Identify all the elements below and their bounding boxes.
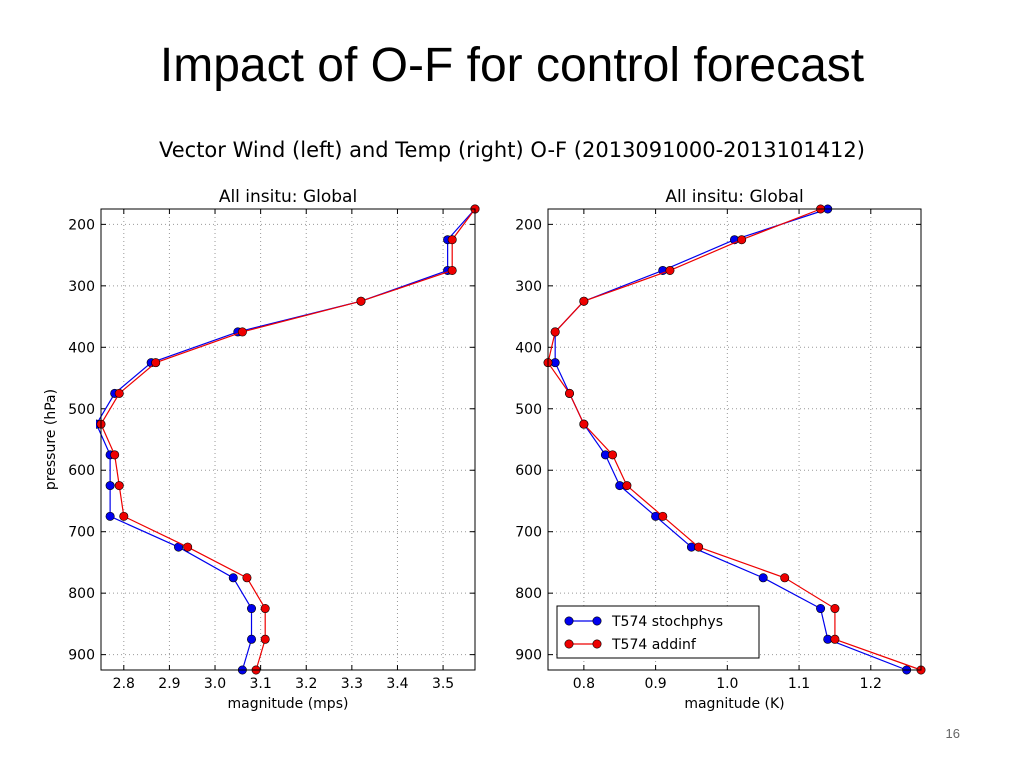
y-tick-label: 400	[68, 340, 95, 356]
data-point	[237, 327, 247, 337]
data-point	[830, 604, 840, 614]
data-point	[105, 481, 115, 491]
data-point	[242, 573, 252, 583]
data-point	[780, 573, 790, 583]
data-point	[260, 604, 270, 614]
data-point	[114, 481, 124, 491]
y-tick-label: 600	[515, 463, 542, 479]
x-axis-label: magnitude (K)	[684, 696, 784, 712]
x-tick-label: 3.0	[204, 676, 226, 692]
data-point	[665, 265, 675, 275]
data-point	[105, 511, 115, 521]
plot-frame	[100, 208, 476, 671]
y-tick-label: 500	[515, 402, 542, 418]
series-line	[547, 208, 922, 671]
plot-frame	[547, 208, 922, 671]
data-point	[447, 265, 457, 275]
y-tick-label: 200	[68, 217, 95, 233]
series-line	[554, 208, 907, 671]
data-point	[119, 511, 129, 521]
y-tick-label: 600	[68, 463, 95, 479]
data-point	[356, 296, 366, 306]
y-tick-label: 200	[515, 217, 542, 233]
data-point	[110, 450, 120, 460]
chart-title: All insitu: Global	[219, 187, 357, 207]
data-point	[228, 573, 238, 583]
series-2	[543, 204, 926, 675]
data-point	[579, 419, 589, 429]
x-tick-label: 3.3	[341, 676, 363, 692]
slide-title: Impact of O-F for control forecast	[159, 39, 865, 92]
legend-label: T574 addinf	[611, 637, 697, 653]
series-line	[100, 208, 476, 671]
x-tick-label: 1.0	[716, 676, 738, 692]
page-number: 16	[945, 726, 960, 741]
data-point	[565, 388, 575, 398]
legend-marker	[592, 639, 602, 649]
data-point	[816, 604, 826, 614]
data-point	[447, 235, 457, 245]
x-tick-label: 1.1	[788, 676, 810, 692]
data-point	[579, 296, 589, 306]
legend-marker	[564, 639, 574, 649]
y-tick-label: 300	[515, 279, 542, 295]
x-tick-label: 0.8	[573, 676, 595, 692]
y-axis-label: pressure (hPa)	[43, 389, 59, 490]
legend-marker	[592, 616, 602, 626]
x-tick-label: 3.4	[386, 676, 408, 692]
data-point	[758, 573, 768, 583]
x-tick-label: 0.9	[644, 676, 666, 692]
data-point	[151, 358, 161, 368]
legend-label: T574 stochphys	[611, 614, 723, 630]
y-tick-label: 900	[68, 648, 95, 664]
x-tick-label: 3.1	[250, 676, 272, 692]
y-tick-label: 400	[515, 340, 542, 356]
x-tick-label: 2.8	[113, 676, 135, 692]
data-point	[247, 604, 257, 614]
y-tick-label: 800	[68, 586, 95, 602]
y-tick-label: 700	[68, 525, 95, 541]
data-point	[247, 634, 257, 644]
legend: T574 stochphys T574 addinf	[556, 605, 760, 659]
y-tick-label: 700	[515, 525, 542, 541]
y-tick-label: 800	[515, 586, 542, 602]
series-2	[96, 204, 480, 675]
data-point	[694, 542, 704, 552]
x-axis-label: magnitude (mps)	[228, 696, 349, 712]
chart-title: All insitu: Global	[665, 187, 803, 207]
x-tick-label: 3.2	[295, 676, 317, 692]
x-tick-label: 3.5	[432, 676, 454, 692]
data-point	[114, 388, 124, 398]
series-1	[550, 204, 912, 675]
x-tick-label: 1.2	[860, 676, 882, 692]
data-point	[608, 450, 618, 460]
data-point	[183, 542, 193, 552]
series-line	[96, 208, 476, 671]
data-point	[550, 327, 560, 337]
chart-panel-2: 0.8 0.9 1.0 1.1 1.2 200 300 400 500 600 700 800 900 A…	[515, 187, 926, 712]
y-tick-label: 500	[68, 402, 95, 418]
y-tick-label: 300	[68, 279, 95, 295]
figure-title: Vector Wind (left) and Temp (right) O-F …	[159, 138, 865, 162]
data-point	[658, 511, 668, 521]
chart-panel-1: 2.8 2.9 3.0 3.1 3.2 3.3 3.4 3.5 200 300 400 500 600 7…	[43, 187, 480, 712]
legend-box	[556, 605, 760, 659]
data-point	[737, 235, 747, 245]
x-tick-label: 2.9	[158, 676, 180, 692]
data-point	[622, 481, 632, 491]
series-1	[96, 204, 480, 675]
data-point	[830, 634, 840, 644]
data-point	[260, 634, 270, 644]
y-tick-label: 900	[515, 648, 542, 664]
legend-marker	[564, 616, 574, 626]
